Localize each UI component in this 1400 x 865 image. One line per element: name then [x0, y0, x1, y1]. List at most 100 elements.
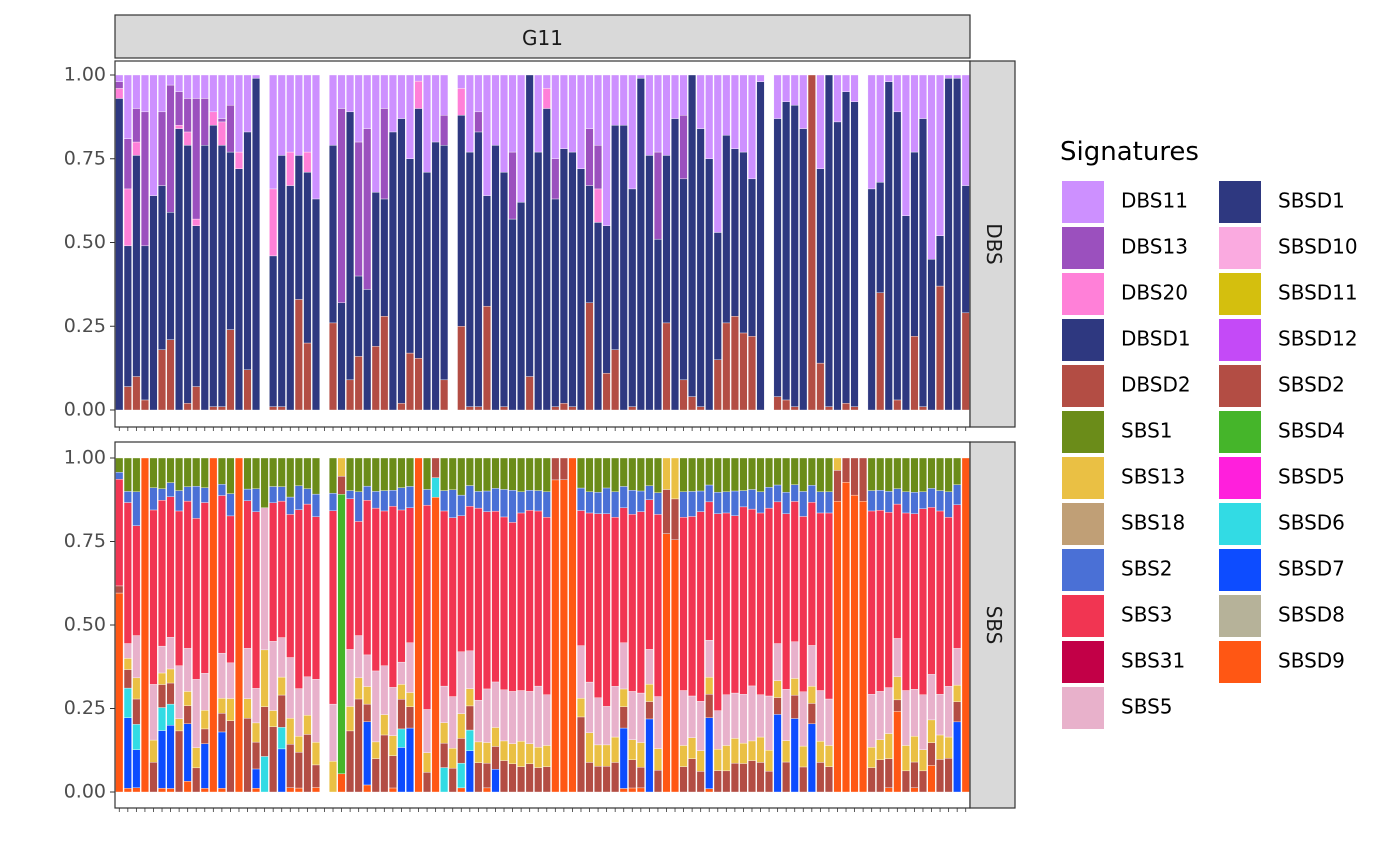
bar-sample-36: [414, 457, 423, 793]
bar-segment-sbs5: [149, 684, 158, 741]
bar-segment-dbs11: [286, 74, 295, 153]
legend-key: [1062, 687, 1104, 729]
bar-segment-sbs5: [748, 685, 756, 742]
bar-segment-sbs1: [406, 457, 414, 487]
legend-item-dbs11: DBS11: [1062, 181, 1188, 223]
bar-segment-sbs3: [200, 502, 209, 674]
bar-sample-19: [269, 457, 278, 793]
bar-segment-dbs11: [277, 74, 286, 156]
bar-segment-dbs11: [354, 74, 363, 143]
bar-segment-sbs2: [927, 488, 936, 508]
bar-segment-dbsd1: [277, 155, 286, 407]
bar-segment-dbsd1: [901, 215, 910, 411]
bar-segment-sbs5: [500, 689, 508, 742]
bar-segment-dbsd1: [491, 145, 500, 411]
bar-segment-sbs3: [628, 514, 637, 692]
bar-segment-sbs2: [722, 491, 731, 514]
bar-segment-dbsd2: [893, 399, 902, 411]
legend-key: [1062, 273, 1104, 315]
bar-segment-sbsd7: [705, 717, 714, 789]
bar-segment-dbs11: [192, 74, 201, 99]
bar-segment-sbsd9: [859, 501, 868, 793]
panel-sbs: 0.00 0.25 0.50 0.75 1.00: [64, 441, 971, 812]
panel-dbs: 0.00 0.25 0.50 0.75 1.00: [64, 60, 971, 431]
legend-item-sbs13: SBS13: [1062, 457, 1185, 499]
bar-segment-sbs13: [910, 736, 919, 763]
bar-sample-82: [807, 74, 816, 411]
bar-segment-sbsd2: [269, 726, 278, 793]
bar-segment-sbs3: [457, 515, 466, 652]
bar-sample-29: [354, 74, 363, 411]
bar-segment-sbs5: [311, 678, 320, 743]
bar-segment-sbs1: [790, 457, 799, 485]
bar-segment-sbsd9: [140, 457, 149, 793]
bar-segment-dbs11: [884, 74, 893, 82]
bar-segment-dbsd2: [696, 406, 705, 411]
legend-item-sbs3: SBS3: [1062, 595, 1172, 637]
bar-segment-sbs1: [149, 457, 158, 488]
bar-segment-sbs1: [329, 457, 337, 494]
facet-label-g11: G11: [522, 26, 563, 50]
bar-segment-sbs2: [611, 491, 620, 518]
bar-segment-dbsd2: [816, 362, 825, 411]
bar-segment-sbs5: [166, 637, 175, 670]
bar-sample-38: [431, 74, 440, 411]
bar-segment-sbs13: [884, 733, 893, 759]
bar-segment-sbsd6: [431, 477, 440, 498]
bar-segment-sbsd7: [363, 721, 372, 786]
bar-segment-sbsd2: [226, 720, 235, 793]
bar-segment-dbsd2: [397, 403, 406, 411]
bar-segment-dbsd1: [653, 238, 662, 411]
bar-segment-sbs1: [491, 457, 500, 489]
bar-segment-sbsd2: [773, 697, 782, 715]
bar-segment-sbsd7: [406, 727, 414, 793]
bar-segment-sbs13: [448, 748, 457, 769]
bar-segment-sbsd6: [158, 707, 166, 731]
facet-strip-top: [114, 14, 971, 59]
bar-segment-dbsd2: [611, 349, 620, 411]
bar-segment-sbs3: [406, 507, 414, 643]
bar-segment-sbs3: [534, 510, 543, 687]
bar-segment-sbs5: [243, 648, 252, 699]
bar-segment-sbs5: [594, 697, 603, 746]
legend-item-sbsd8: SBSD8: [1219, 595, 1345, 637]
bar-sample-16: [243, 457, 252, 793]
bar-segment-sbs2: [936, 490, 945, 512]
bar-segment-dbsd1: [508, 218, 517, 411]
bar-segment-dbsd1: [465, 151, 474, 407]
bar-segment-sbs5: [508, 691, 517, 744]
bar-segment-sbs5: [200, 673, 209, 711]
legend: Signatures DBS11 DBS13 DBS20 DBSD1 DBSD2 SBS1…: [1060, 137, 1358, 729]
bar-segment-sbsd2: [388, 755, 397, 789]
bar-segment-sbs3: [756, 512, 765, 695]
bar-segment-sbs1: [277, 457, 286, 487]
bar-segment-sbs2: [876, 490, 885, 511]
bar-segment-dbs13: [337, 108, 346, 303]
bar-segment-sbsd7: [465, 750, 474, 793]
bar-sample-53: [559, 74, 568, 411]
bar-sample-86: [842, 457, 850, 793]
legend-item-sbsd12: SBSD12: [1219, 319, 1358, 361]
bar-sample-40: [448, 457, 457, 793]
bar-segment-sbsd2: [311, 764, 320, 788]
bar-segment-dbsd2: [277, 406, 286, 411]
bar-segment-dbs20: [303, 151, 312, 173]
facet-strip-dbs: [969, 60, 1016, 428]
bar-segment-sbsd6: [166, 703, 175, 726]
bar-segment-sbs3: [123, 502, 132, 644]
bar-segment-sbs2: [525, 490, 534, 511]
bar-segment-dbs13: [158, 111, 166, 186]
bar-segment-sbsd2: [679, 766, 688, 793]
bar-segment-sbsd9: [628, 787, 637, 793]
bar-segment-sbs3: [688, 516, 697, 697]
bar-segment-sbs13: [748, 740, 756, 761]
bar-segment-dbsd2: [303, 342, 312, 411]
bar-segment-sbs13: [158, 672, 166, 685]
bar-segment-sbsd2: [559, 457, 568, 480]
bar-segment-sbs13: [679, 745, 688, 767]
bar-segment-dbsd1: [217, 145, 226, 407]
bar-segment-sbs3: [380, 510, 389, 666]
bar-segment-sbs1: [123, 457, 132, 492]
bar-segment-sbs5: [329, 703, 337, 762]
bar-segment-sbs13: [765, 750, 774, 772]
